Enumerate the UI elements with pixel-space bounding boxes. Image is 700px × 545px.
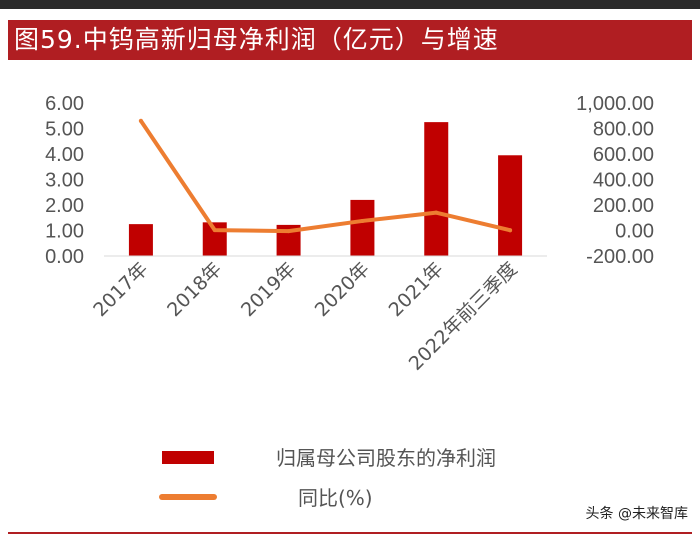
bar xyxy=(424,122,449,256)
legend-bar-swatch xyxy=(162,451,214,464)
y-right-tick-label: 1,000.00 xyxy=(576,93,654,115)
y-left-tick-label: 4.00 xyxy=(45,144,84,166)
y-left-tick-label: 6.00 xyxy=(45,93,84,115)
bar xyxy=(128,224,153,256)
line-point xyxy=(138,118,143,123)
legend-bar-label: 归属母公司股东的净利润 xyxy=(276,446,496,470)
y-right-tick-label: 200.00 xyxy=(593,195,654,217)
x-tick-label: 2017年 xyxy=(89,258,152,321)
y-left-tick-label: 3.00 xyxy=(45,170,84,192)
line-point xyxy=(360,218,365,223)
y-left-tick-label: 5.00 xyxy=(45,119,84,141)
line-point xyxy=(286,229,291,234)
y-right-tick-label: 0.00 xyxy=(615,221,654,243)
y-right-tick-label: 400.00 xyxy=(593,170,654,192)
y-left-tick-label: 1.00 xyxy=(45,221,84,243)
line-point xyxy=(508,228,513,233)
bottom-rule xyxy=(8,532,692,534)
y-right-tick-label: 800.00 xyxy=(593,119,654,141)
x-tick-label: 2020年 xyxy=(311,258,374,321)
legend-line-label: 同比(%) xyxy=(298,486,373,510)
bar xyxy=(350,199,375,256)
y-left-tick-label: 2.00 xyxy=(45,195,84,217)
top-dark-strip xyxy=(0,0,700,9)
x-tick-label: 2019年 xyxy=(237,258,300,321)
y-right-tick-label: 600.00 xyxy=(593,144,654,166)
chart-title: 图59.中钨高新归母净利润（亿元）与增速 xyxy=(8,20,692,60)
line-point xyxy=(434,210,439,215)
bar xyxy=(498,155,523,256)
x-tick-label: 2018年 xyxy=(163,258,226,321)
x-tick-label: 2021年 xyxy=(385,258,448,321)
watermark-text: 头条 @未来智库 xyxy=(585,506,688,522)
line-point xyxy=(212,228,217,233)
y-left-tick-label: 0.00 xyxy=(45,246,84,268)
y-right-tick-label: -200.00 xyxy=(586,246,654,268)
series-line xyxy=(138,118,513,234)
